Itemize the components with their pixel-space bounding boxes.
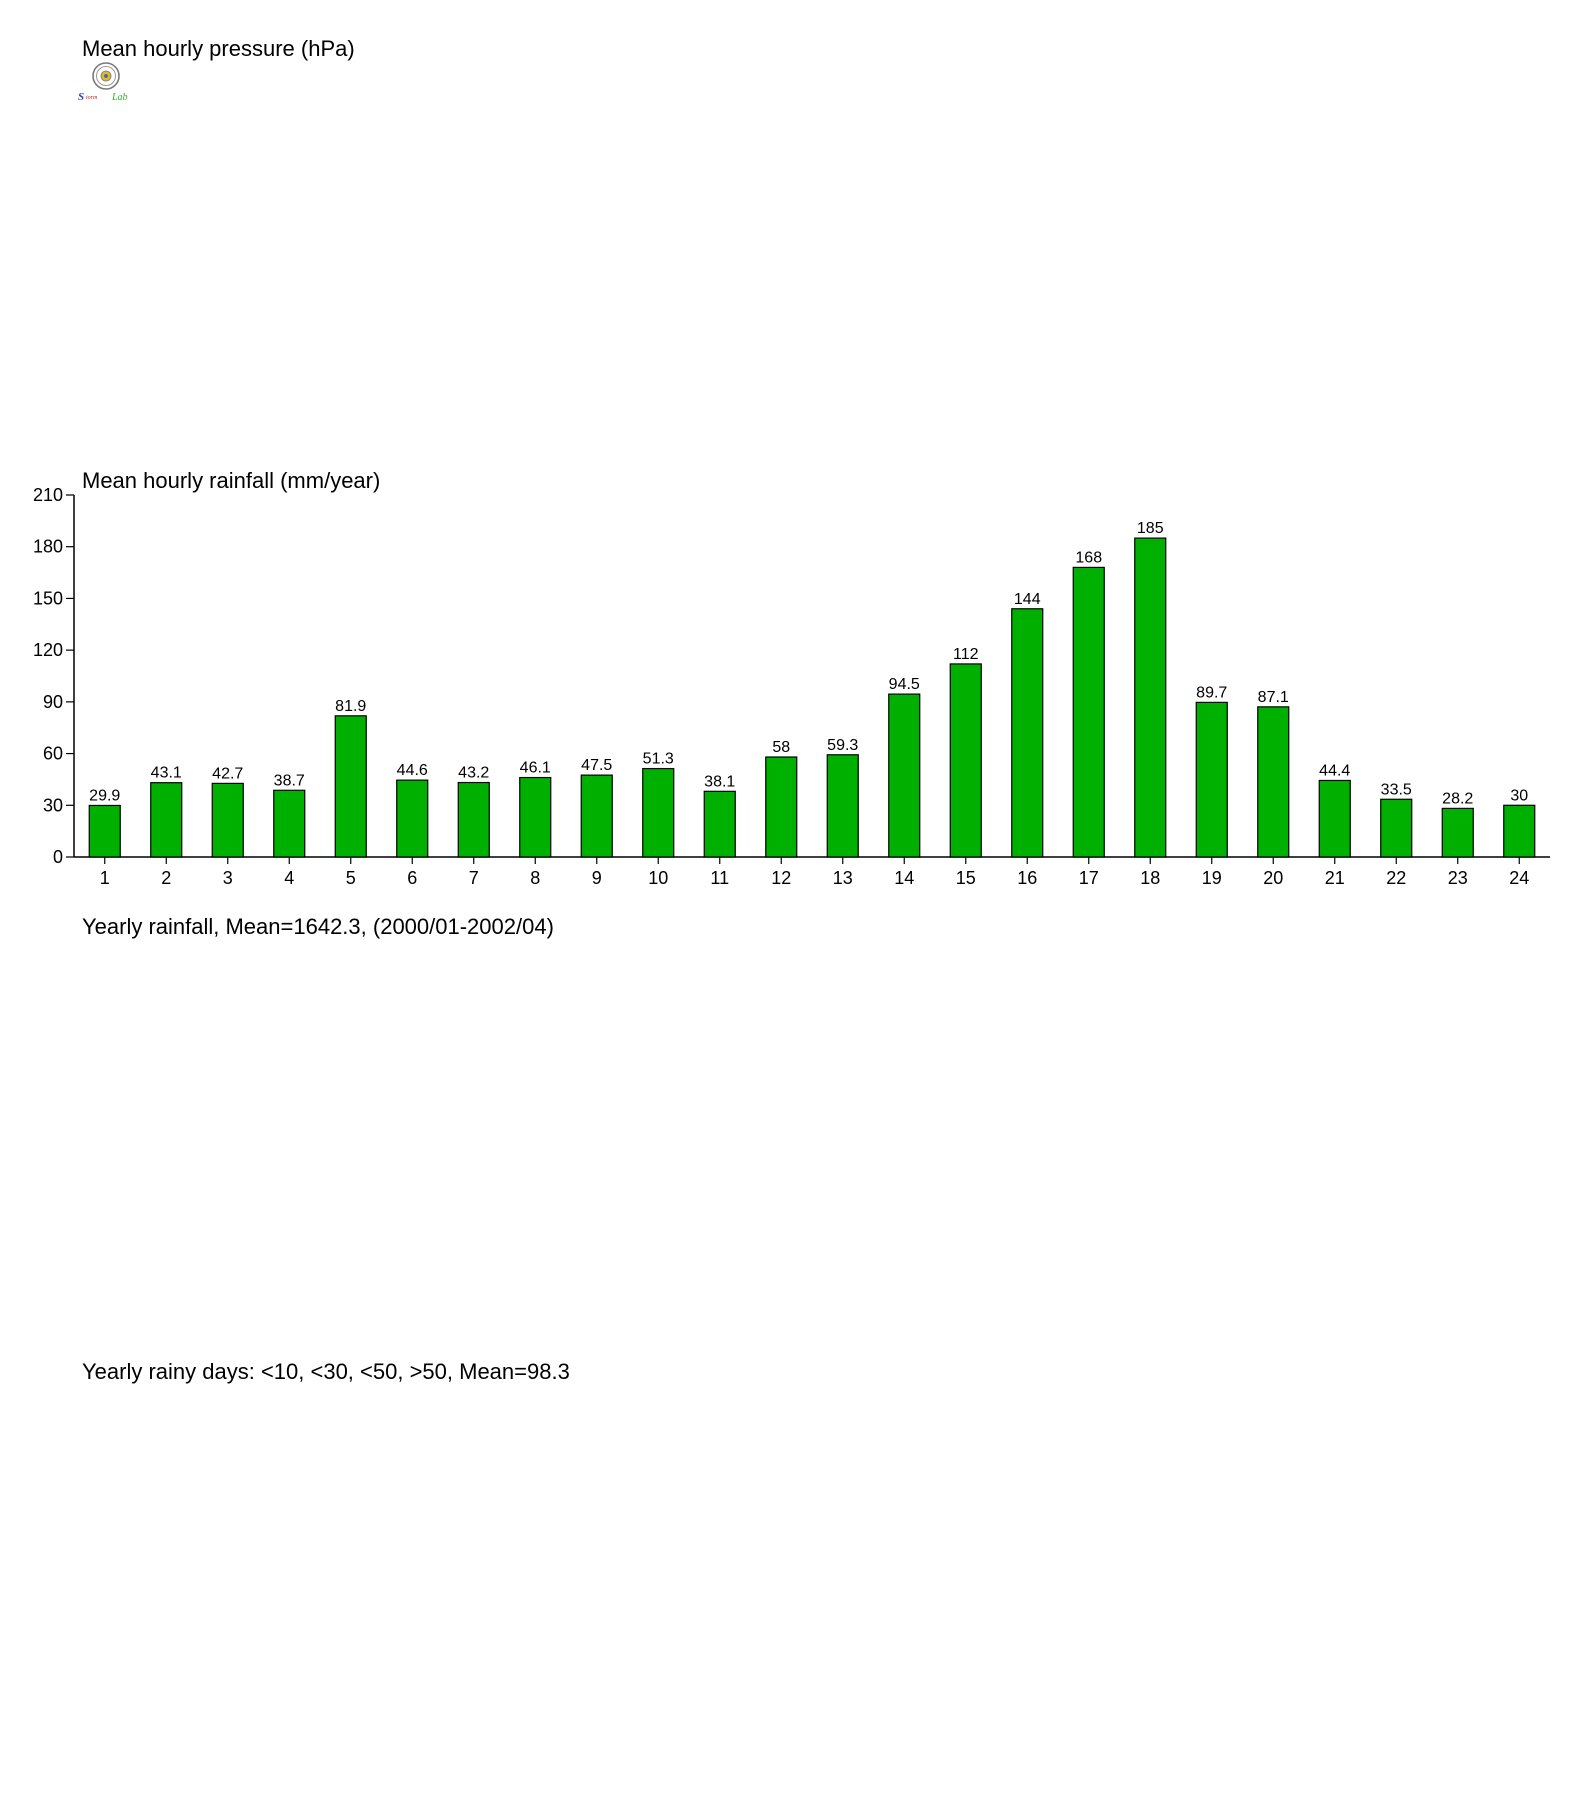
- x-tick-label: 4: [284, 868, 294, 888]
- y-tick-label: 150: [33, 588, 63, 608]
- x-tick-label: 5: [346, 868, 356, 888]
- bar-value-label: 44.4: [1319, 762, 1350, 779]
- yearly-rainfall-caption: Yearly rainfall, Mean=1642.3, (2000/01-2…: [82, 914, 554, 939]
- y-tick-label: 0: [53, 847, 63, 867]
- bar: [1257, 706, 1290, 858]
- x-tick-label: 7: [469, 868, 479, 888]
- x-tick-label: 17: [1079, 868, 1099, 888]
- bar-value-label: 38.1: [704, 773, 735, 790]
- svg-text:S: S: [78, 91, 84, 103]
- bar-value-label: 94.5: [889, 676, 920, 693]
- x-tick-label: 23: [1448, 868, 1468, 888]
- rainfall-bar-chart: 0 30 60 90 120 150 180 210 29.9 1 43.1 2 42.7 3 38.7 4…: [33, 485, 1550, 888]
- bar-value-label: 51.3: [643, 751, 674, 768]
- y-tick-label: 60: [43, 744, 63, 764]
- storm-lab-logo: S torm Lab: [78, 62, 128, 103]
- bar: [1134, 537, 1167, 858]
- chart-labels: 29.9 1 43.1 2 42.7 3 38.7 4 81.9 5 44.6 6 43.2 7 46.1 8…: [89, 520, 1529, 888]
- bar: [150, 782, 183, 858]
- bar-value-label: 168: [1075, 549, 1102, 566]
- bar: [642, 767, 675, 858]
- bar-value-label: 59.3: [827, 737, 858, 754]
- bar: [765, 756, 798, 858]
- x-tick-label: 3: [223, 868, 233, 888]
- bar-value-label: 58: [772, 739, 790, 756]
- bar-value-label: 89.7: [1196, 684, 1227, 701]
- y-tick-label: 30: [43, 795, 63, 815]
- x-tick-label: 10: [648, 868, 668, 888]
- bar-value-label: 29.9: [89, 787, 120, 804]
- bar: [826, 754, 859, 858]
- bar-value-label: 81.9: [335, 698, 366, 715]
- bar: [703, 790, 736, 858]
- bar-value-label: 144: [1014, 591, 1041, 608]
- svg-text:torm: torm: [86, 95, 98, 101]
- bar-value-label: 43.1: [151, 765, 182, 782]
- bar-value-label: 44.6: [397, 762, 428, 779]
- bar: [1441, 807, 1474, 858]
- x-tick-label: 2: [161, 868, 171, 888]
- bar-value-label: 47.5: [581, 757, 612, 774]
- y-tick-label: 180: [33, 537, 63, 557]
- y-tick-label: 120: [33, 640, 63, 660]
- x-tick-label: 8: [530, 868, 540, 888]
- bar: [211, 782, 244, 858]
- bar: [1503, 804, 1536, 858]
- bar: [1195, 701, 1228, 858]
- x-tick-label: 20: [1263, 868, 1283, 888]
- bar: [519, 776, 552, 858]
- bar: [949, 663, 982, 858]
- x-tick-label: 19: [1202, 868, 1222, 888]
- bar: [88, 804, 121, 858]
- chart-title: Mean hourly rainfall (mm/year): [82, 468, 381, 493]
- bar-value-label: 87.1: [1258, 689, 1289, 706]
- x-tick-label: 9: [592, 868, 602, 888]
- bar: [1380, 798, 1413, 858]
- bar: [888, 693, 921, 858]
- bar: [580, 774, 613, 858]
- x-tick-label: 12: [771, 868, 791, 888]
- x-tick-label: 14: [894, 868, 914, 888]
- bar-value-label: 46.1: [520, 760, 551, 777]
- x-tick-label: 1: [100, 868, 110, 888]
- x-tick-label: 24: [1509, 868, 1529, 888]
- bar-value-label: 42.7: [212, 765, 243, 782]
- bar-value-label: 28.2: [1442, 790, 1473, 807]
- y-tick-label: 210: [33, 485, 63, 505]
- bar: [457, 781, 490, 858]
- x-tick-label: 6: [407, 868, 417, 888]
- x-tick-label: 15: [956, 868, 976, 888]
- bar: [334, 715, 367, 858]
- bar-value-label: 185: [1137, 520, 1164, 537]
- bar: [396, 779, 429, 858]
- x-tick-label: 13: [833, 868, 853, 888]
- x-tick-label: 11: [710, 868, 729, 888]
- svg-text:Lab: Lab: [111, 92, 128, 103]
- bar: [273, 789, 306, 858]
- bar: [1011, 608, 1044, 858]
- bar: [1318, 779, 1351, 858]
- bar-value-label: 43.2: [458, 765, 489, 782]
- pressure-panel-title: Mean hourly pressure (hPa): [82, 36, 355, 61]
- chart-axes: 0 30 60 90 120 150 180 210: [33, 485, 1550, 867]
- bar-value-label: 30: [1510, 787, 1528, 804]
- x-tick-label: 18: [1140, 868, 1160, 888]
- x-tick-label: 21: [1325, 868, 1345, 888]
- bar-value-label: 33.5: [1381, 781, 1412, 798]
- y-tick-label: 90: [43, 692, 63, 712]
- bar-value-label: 112: [953, 646, 979, 663]
- x-tick-label: 16: [1017, 868, 1037, 888]
- rainy-days-caption: Yearly rainy days: <10, <30, <50, >50, M…: [82, 1359, 570, 1384]
- chart-bars: [88, 537, 1536, 858]
- bar: [1072, 566, 1105, 858]
- bar-value-label: 38.7: [274, 772, 305, 789]
- x-tick-label: 22: [1386, 868, 1406, 888]
